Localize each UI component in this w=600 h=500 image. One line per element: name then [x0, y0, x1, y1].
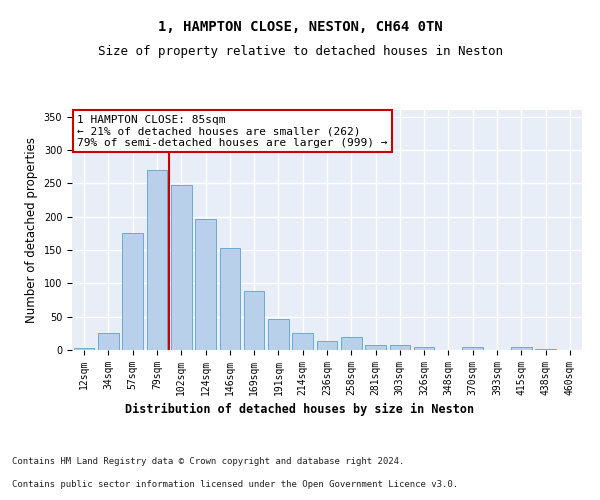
- Bar: [365, 346, 386, 350]
- Bar: [341, 336, 362, 350]
- Bar: [463, 346, 483, 350]
- Text: 1, HAMPTON CLOSE, NESTON, CH64 0TN: 1, HAMPTON CLOSE, NESTON, CH64 0TN: [158, 20, 442, 34]
- Y-axis label: Number of detached properties: Number of detached properties: [25, 137, 38, 323]
- Bar: [389, 346, 410, 350]
- Bar: [146, 170, 167, 350]
- Bar: [98, 334, 119, 350]
- Bar: [195, 218, 216, 350]
- Text: Size of property relative to detached houses in Neston: Size of property relative to detached ho…: [97, 45, 503, 58]
- Bar: [268, 318, 289, 350]
- Bar: [122, 234, 143, 350]
- Bar: [511, 346, 532, 350]
- Text: Contains public sector information licensed under the Open Government Licence v3: Contains public sector information licen…: [12, 480, 458, 489]
- Bar: [220, 248, 240, 350]
- Bar: [414, 346, 434, 350]
- Text: 1 HAMPTON CLOSE: 85sqm
← 21% of detached houses are smaller (262)
79% of semi-de: 1 HAMPTON CLOSE: 85sqm ← 21% of detached…: [77, 115, 388, 148]
- Text: Contains HM Land Registry data © Crown copyright and database right 2024.: Contains HM Land Registry data © Crown c…: [12, 458, 404, 466]
- Bar: [292, 334, 313, 350]
- Bar: [317, 342, 337, 350]
- Bar: [244, 292, 265, 350]
- Bar: [171, 184, 191, 350]
- Text: Distribution of detached houses by size in Neston: Distribution of detached houses by size …: [125, 402, 475, 415]
- Bar: [74, 348, 94, 350]
